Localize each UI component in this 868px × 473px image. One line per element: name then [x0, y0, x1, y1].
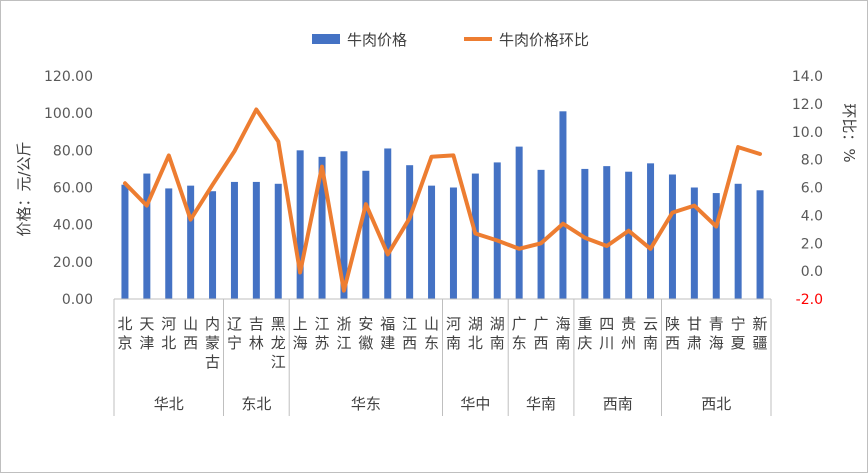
left-tick-label: 0.00: [62, 292, 93, 308]
bar-辽宁: [230, 181, 238, 299]
category-label: 浙江: [336, 315, 351, 352]
bar-新疆: [756, 190, 764, 299]
bar-甘肃: [690, 187, 698, 299]
category-label: 云南: [643, 315, 658, 352]
legend-line-label: 牛肉价格环比: [499, 31, 589, 49]
left-tick-label: 100.00: [44, 106, 93, 122]
bar-series: [121, 111, 764, 299]
category-label: 福建: [380, 315, 395, 352]
category-label: 天津: [139, 315, 154, 352]
right-axis-ticks: -2.0 0.0 2.0 4.0 6.0 8.0 10.0 12.0 14.0: [792, 69, 823, 308]
bar-山东: [428, 185, 436, 299]
bar-天津: [143, 173, 151, 299]
group-label: 华南: [526, 395, 556, 413]
bar-内蒙古: [209, 191, 217, 299]
group-label: 西南: [603, 395, 633, 413]
category-label: 四川: [599, 315, 614, 352]
category-label: 陕西: [665, 315, 680, 352]
x-axis: 北京天津河北山西内蒙古辽宁吉林黑龙江上海江苏浙江安徽福建江西山东河南湖北湖南广东…: [113, 298, 772, 416]
category-label: 山西: [183, 315, 198, 352]
category-label: 黑龙江: [271, 315, 286, 371]
line-path: [123, 107, 762, 293]
category-label: 湖南: [490, 315, 505, 352]
category-label: 甘肃: [687, 315, 702, 352]
bar-贵州: [625, 171, 633, 299]
bar-黑龙江: [274, 183, 282, 299]
bar-云南: [647, 163, 655, 299]
category-label: 新疆: [753, 315, 768, 352]
right-tick-label: -2.0: [796, 292, 823, 308]
category-label: 河南: [446, 315, 461, 352]
bar-海南: [559, 111, 567, 299]
left-tick-label: 80.00: [53, 143, 93, 159]
right-tick-label: 10.0: [792, 125, 823, 141]
right-tick-label: 8.0: [801, 153, 823, 169]
legend-bar-swatch: [312, 34, 340, 44]
right-axis-title: 环比：%: [840, 103, 858, 162]
right-tick-label: 14.0: [792, 69, 823, 85]
bar-青海: [712, 193, 720, 299]
group-label: 华中: [460, 395, 490, 413]
bar-福建: [384, 148, 392, 299]
legend-bar-label: 牛肉价格: [347, 31, 407, 49]
category-label: 上海: [293, 315, 308, 352]
bar-江西: [406, 165, 414, 299]
group-label: 东北: [241, 395, 271, 413]
bar-重庆: [581, 168, 589, 299]
category-label: 安徽: [358, 315, 373, 352]
bar-河南: [449, 187, 457, 299]
legend: 牛肉价格 牛肉价格环比: [312, 31, 589, 49]
category-label: 江西: [402, 315, 417, 352]
group-label: 华东: [351, 395, 381, 413]
line-series: [123, 107, 762, 293]
category-label: 江苏: [315, 315, 330, 352]
category-label: 重庆: [577, 315, 592, 352]
category-label: 贵州: [621, 315, 636, 352]
category-label: 广东: [512, 315, 527, 352]
category-label: 辽宁: [227, 315, 242, 352]
bar-吉林: [252, 181, 260, 299]
bar-江苏: [318, 156, 326, 299]
category-label: 宁夏: [731, 315, 746, 352]
category-label: 山东: [424, 315, 439, 352]
left-tick-label: 60.00: [53, 181, 93, 197]
bar-湖南: [493, 162, 501, 299]
category-label: 吉林: [249, 315, 264, 352]
bar-安徽: [362, 170, 370, 299]
left-tick-label: 20.00: [53, 255, 93, 271]
right-tick-label: 4.0: [801, 208, 823, 224]
bar-浙江: [340, 151, 348, 299]
left-tick-label: 40.00: [53, 218, 93, 234]
right-tick-label: 2.0: [801, 236, 823, 252]
right-tick-label: 0.0: [801, 264, 823, 280]
category-label: 内蒙古: [205, 315, 220, 371]
category-label: 青海: [709, 315, 724, 352]
bar-上海: [296, 150, 304, 299]
bar-广东: [515, 146, 523, 299]
right-tick-label: 6.0: [801, 181, 823, 197]
bar-湖北: [471, 173, 479, 299]
category-label: 海南: [555, 315, 570, 352]
category-label: 广西: [534, 315, 549, 352]
bar-四川: [603, 166, 611, 299]
group-label: 西北: [701, 395, 731, 413]
right-tick-label: 12.0: [792, 97, 823, 113]
category-label: 北京: [117, 315, 132, 352]
left-axis-title: 价格：元/公斤: [15, 141, 33, 236]
category-label: 河北: [161, 315, 176, 352]
bar-河北: [165, 188, 173, 299]
bar-广西: [537, 169, 545, 299]
group-label: 华北: [154, 395, 184, 413]
bar-陕西: [668, 174, 676, 299]
left-tick-label: 120.00: [44, 69, 93, 85]
left-axis-ticks: 0.00 20.00 40.00 60.00 80.00 100.00 120.00: [44, 69, 93, 308]
bar-宁夏: [734, 183, 742, 299]
category-label: 湖北: [468, 315, 483, 352]
bar-北京: [121, 184, 129, 299]
bar-山西: [187, 185, 195, 299]
